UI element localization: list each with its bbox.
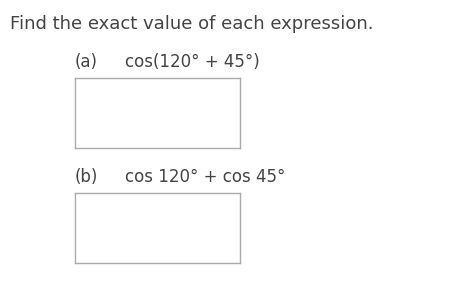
Text: cos 120° + cos 45°: cos 120° + cos 45° [125, 168, 286, 186]
Text: (a): (a) [75, 53, 98, 71]
Text: (b): (b) [75, 168, 99, 186]
Text: cos(120° + 45°): cos(120° + 45°) [125, 53, 260, 71]
Text: Find the exact value of each expression.: Find the exact value of each expression. [10, 15, 373, 33]
